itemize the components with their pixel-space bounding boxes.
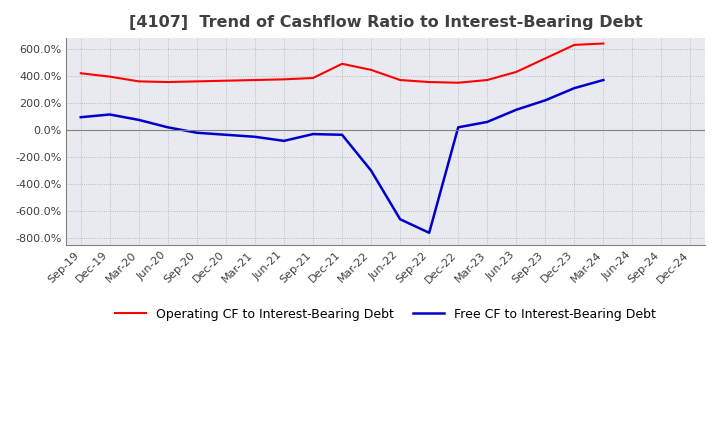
Operating CF to Interest-Bearing Debt bbox=[279, 77, 288, 82]
Free CF to Interest-Bearing Debt bbox=[192, 130, 201, 136]
Operating CF to Interest-Bearing Debt bbox=[163, 79, 172, 84]
Free CF to Interest-Bearing Debt bbox=[541, 98, 549, 103]
Free CF to Interest-Bearing Debt bbox=[570, 85, 579, 91]
Free CF to Interest-Bearing Debt bbox=[425, 230, 433, 235]
Free CF to Interest-Bearing Debt bbox=[76, 114, 85, 120]
Line: Free CF to Interest-Bearing Debt: Free CF to Interest-Bearing Debt bbox=[81, 80, 603, 233]
Free CF to Interest-Bearing Debt bbox=[105, 112, 114, 117]
Operating CF to Interest-Bearing Debt bbox=[454, 80, 462, 85]
Free CF to Interest-Bearing Debt bbox=[599, 77, 608, 83]
Operating CF to Interest-Bearing Debt bbox=[76, 71, 85, 76]
Free CF to Interest-Bearing Debt bbox=[222, 132, 230, 137]
Operating CF to Interest-Bearing Debt bbox=[309, 75, 318, 81]
Operating CF to Interest-Bearing Debt bbox=[366, 67, 375, 73]
Operating CF to Interest-Bearing Debt bbox=[541, 56, 549, 61]
Operating CF to Interest-Bearing Debt bbox=[396, 77, 405, 83]
Free CF to Interest-Bearing Debt bbox=[338, 132, 346, 137]
Free CF to Interest-Bearing Debt bbox=[309, 132, 318, 137]
Operating CF to Interest-Bearing Debt bbox=[570, 42, 579, 48]
Operating CF to Interest-Bearing Debt bbox=[105, 74, 114, 79]
Line: Operating CF to Interest-Bearing Debt: Operating CF to Interest-Bearing Debt bbox=[81, 44, 603, 83]
Free CF to Interest-Bearing Debt bbox=[483, 119, 492, 125]
Free CF to Interest-Bearing Debt bbox=[512, 107, 521, 112]
Free CF to Interest-Bearing Debt bbox=[396, 216, 405, 222]
Free CF to Interest-Bearing Debt bbox=[279, 138, 288, 143]
Free CF to Interest-Bearing Debt bbox=[251, 134, 259, 139]
Operating CF to Interest-Bearing Debt bbox=[483, 77, 492, 83]
Operating CF to Interest-Bearing Debt bbox=[251, 77, 259, 83]
Free CF to Interest-Bearing Debt bbox=[366, 168, 375, 173]
Operating CF to Interest-Bearing Debt bbox=[135, 79, 143, 84]
Title: [4107]  Trend of Cashflow Ratio to Interest-Bearing Debt: [4107] Trend of Cashflow Ratio to Intere… bbox=[129, 15, 642, 30]
Operating CF to Interest-Bearing Debt bbox=[512, 69, 521, 74]
Free CF to Interest-Bearing Debt bbox=[135, 117, 143, 123]
Operating CF to Interest-Bearing Debt bbox=[425, 79, 433, 84]
Operating CF to Interest-Bearing Debt bbox=[599, 41, 608, 46]
Free CF to Interest-Bearing Debt bbox=[163, 125, 172, 130]
Operating CF to Interest-Bearing Debt bbox=[338, 61, 346, 66]
Legend: Operating CF to Interest-Bearing Debt, Free CF to Interest-Bearing Debt: Operating CF to Interest-Bearing Debt, F… bbox=[110, 303, 661, 326]
Free CF to Interest-Bearing Debt bbox=[454, 125, 462, 130]
Operating CF to Interest-Bearing Debt bbox=[192, 79, 201, 84]
Operating CF to Interest-Bearing Debt bbox=[222, 78, 230, 83]
